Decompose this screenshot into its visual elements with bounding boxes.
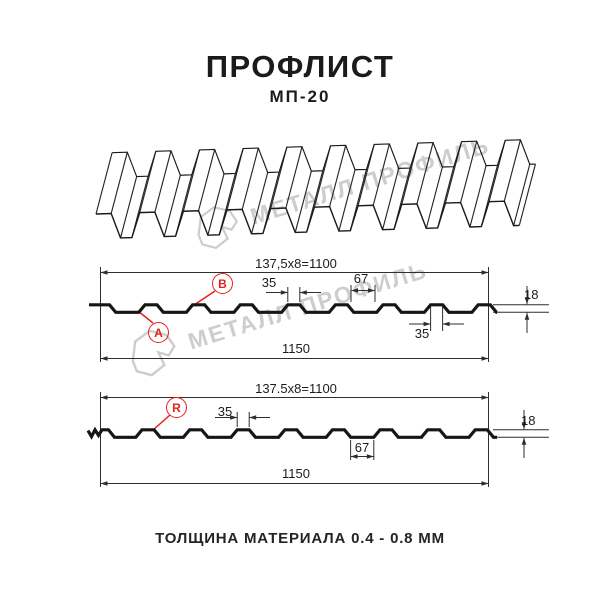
face-label-r: R [166, 397, 187, 418]
dim-module-top: 137,5x8=1100 [255, 256, 337, 271]
dim-total-width: 1150 [282, 466, 310, 481]
dim-profile-height: 18 [521, 413, 536, 428]
dim-rib-spacing: 67 [354, 440, 370, 455]
dim-rib-bottom-width: 35 [414, 326, 430, 341]
thickness-note: ТОЛЩИНА МАТЕРИАЛА 0.4 - 0.8 ММ [155, 530, 445, 547]
metall-profil-logo-icon [197, 205, 239, 250]
face-label-a: A [148, 322, 169, 343]
profile-cross-section-bottom [86, 392, 549, 487]
dim-rib-top-width: 35 [217, 404, 233, 419]
face-label-b: B [212, 273, 233, 294]
dim-rib-spacing: 67 [353, 271, 369, 286]
metall-profil-logo-icon [131, 329, 176, 377]
page-title: ПРОФЛИСТ [205, 49, 395, 84]
profile-cross-section-top [89, 267, 549, 362]
dim-module-top: 137.5x8=1100 [255, 381, 337, 396]
dim-rib-top-width: 35 [261, 275, 277, 290]
watermark: МЕТАЛЛ ПРОФИЛЬ [118, 245, 434, 385]
dim-profile-height: 18 [524, 287, 539, 302]
profile-model: МП-20 [269, 87, 331, 106]
watermark: МЕТАЛЛ ПРОФИЛЬ [185, 122, 496, 257]
dim-total-width: 1150 [282, 341, 310, 356]
sheet-3d-view [95, 139, 536, 239]
